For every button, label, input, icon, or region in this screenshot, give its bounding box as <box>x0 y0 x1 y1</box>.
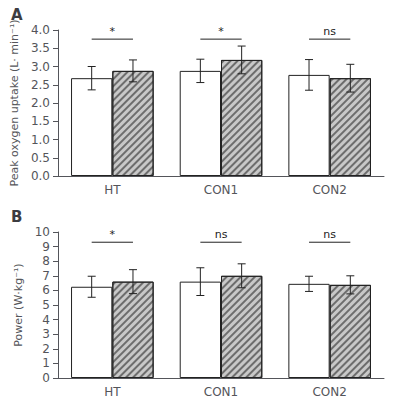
svg-text:CON2: CON2 <box>312 385 346 399</box>
svg-text:B: B <box>11 208 22 226</box>
svg-text:3.0: 3.0 <box>31 60 50 74</box>
svg-text:A: A <box>11 6 23 24</box>
svg-text:HT: HT <box>104 183 121 197</box>
svg-text:0: 0 <box>42 371 50 385</box>
svg-text:HT: HT <box>104 385 121 399</box>
svg-text:9: 9 <box>42 240 50 254</box>
svg-text:ns: ns <box>323 228 336 241</box>
svg-text:1: 1 <box>42 356 50 370</box>
svg-text:ns: ns <box>215 228 228 241</box>
svg-text:CON1: CON1 <box>204 385 238 399</box>
svg-text:2.5: 2.5 <box>31 78 50 92</box>
svg-text:4: 4 <box>42 313 50 327</box>
svg-text:2.0: 2.0 <box>31 96 50 110</box>
svg-text:*: * <box>110 228 116 241</box>
svg-text:1.5: 1.5 <box>31 114 50 128</box>
svg-text:Power (W·kg⁻¹): Power (W·kg⁻¹) <box>12 263 25 346</box>
svg-text:0.0: 0.0 <box>31 169 50 183</box>
svg-text:Peak oxygen uptake (L· min⁻¹): Peak oxygen uptake (L· min⁻¹) <box>8 19 21 186</box>
svg-text:10: 10 <box>35 225 50 239</box>
svg-text:CON2: CON2 <box>312 183 346 197</box>
svg-text:6: 6 <box>42 283 50 297</box>
svg-text:7: 7 <box>42 269 50 283</box>
svg-text:*: * <box>110 25 116 38</box>
svg-text:0.5: 0.5 <box>31 151 50 165</box>
svg-text:ns: ns <box>323 25 336 38</box>
svg-text:1.0: 1.0 <box>31 133 50 147</box>
svg-text:3.5: 3.5 <box>31 41 50 55</box>
svg-text:4.0: 4.0 <box>31 23 50 37</box>
svg-text:5: 5 <box>42 298 50 312</box>
svg-text:CON1: CON1 <box>204 183 238 197</box>
svg-text:2: 2 <box>42 342 50 356</box>
svg-text:*: * <box>218 25 224 38</box>
svg-text:8: 8 <box>42 254 50 268</box>
svg-text:3: 3 <box>42 327 50 341</box>
